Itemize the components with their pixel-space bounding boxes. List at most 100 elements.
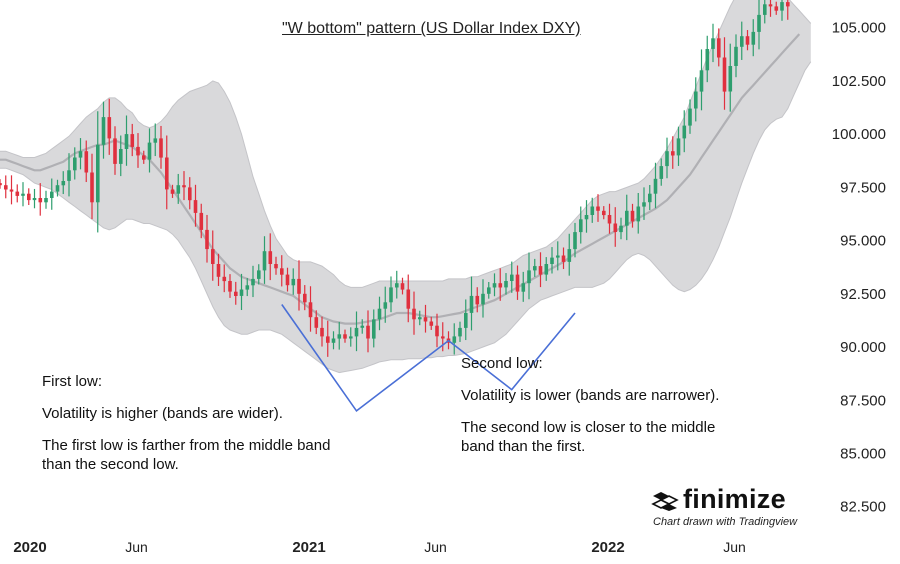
lower-band-line [0,61,812,374]
candle [234,281,238,305]
candle [90,153,94,220]
y-tick-label: 97.500 [840,179,886,196]
candle [728,43,733,112]
y-tick-label: 100.000 [832,126,886,143]
x-tick-label: Jun [723,539,746,555]
candle [297,260,301,311]
first-low-heading: First low: [42,373,102,390]
chart-title: "W bottom" pattern (US Dollar Index DXY) [282,20,581,37]
candle [584,200,589,233]
candle [498,268,503,301]
second-low-line2: The second low is closer to the middle b… [461,419,716,455]
candle [429,316,434,330]
middle-band-line [0,33,801,325]
candle [619,217,623,240]
w-pattern [281,304,576,413]
candle [464,299,468,341]
candle [676,126,681,166]
candle [412,291,416,335]
candle [648,185,652,211]
candle [607,203,612,234]
y-tick-label: 85.000 [840,446,886,463]
candle [314,310,319,335]
candle [556,241,560,271]
candle [262,236,267,284]
second-low-note: Second low: Volatility is lower (bands a… [461,354,721,469]
candle [492,273,497,297]
candle [625,194,629,241]
y-tick-label: 95.000 [840,233,886,250]
candle [136,133,140,168]
finimize-logo: finimize Chart drawn with Tradingview [651,484,821,534]
candle [395,270,399,299]
candle [688,99,692,134]
candle [280,255,284,287]
candle [400,277,405,295]
logo-subtitle: Chart drawn with Tradingview [653,516,798,528]
candle [665,137,669,179]
candle [711,23,715,63]
candle [561,247,566,270]
w-pattern-line [281,304,576,413]
candle [481,279,485,318]
candle [170,184,175,198]
candle [740,21,744,60]
candle [602,206,606,220]
candle [239,273,244,311]
candle [745,30,750,51]
candle [44,190,48,209]
candle [573,222,577,258]
candle [423,304,428,333]
candle [251,265,255,298]
candle [193,184,198,227]
candle [521,271,526,302]
candle [763,0,767,24]
candle [349,327,353,347]
candle [15,184,20,203]
finimize-wordmark: finimize [683,484,786,514]
candle [61,171,66,195]
candle [67,153,71,197]
candle [383,286,388,323]
candle [366,310,370,353]
candle [389,276,393,313]
first-low-line1: Volatility is higher (bands are wider). [42,405,283,422]
x-tick-label: Jun [424,539,447,555]
candle [107,98,112,155]
candle [9,175,14,205]
candle [682,110,687,153]
candle [119,135,123,177]
candle [441,322,445,352]
second-low-heading: Second low: [461,355,543,372]
candle [32,188,37,209]
candle [21,182,25,207]
candle [636,192,641,234]
candle [469,276,474,331]
candle [308,286,313,332]
candle [257,264,261,285]
candle [504,273,508,295]
candle [452,323,457,355]
candle [55,179,60,197]
y-tick-label: 105.000 [832,20,886,37]
candlesticks [0,0,790,357]
candle [84,140,89,183]
candle [0,179,2,189]
candle [73,147,77,180]
candle [176,173,181,204]
candle [38,183,43,216]
candle [360,319,365,334]
candle [596,194,600,222]
candle [487,281,491,299]
candle [4,175,8,199]
candle [268,233,273,281]
candle [694,77,698,122]
candle [613,207,618,247]
candle [153,123,158,157]
candle [567,233,572,276]
x-axis: 2020 Jun 2021 Jun 2022 Jun [13,539,745,556]
candle [96,111,100,233]
candle [142,150,146,164]
candle [331,331,336,350]
candle [159,125,163,169]
